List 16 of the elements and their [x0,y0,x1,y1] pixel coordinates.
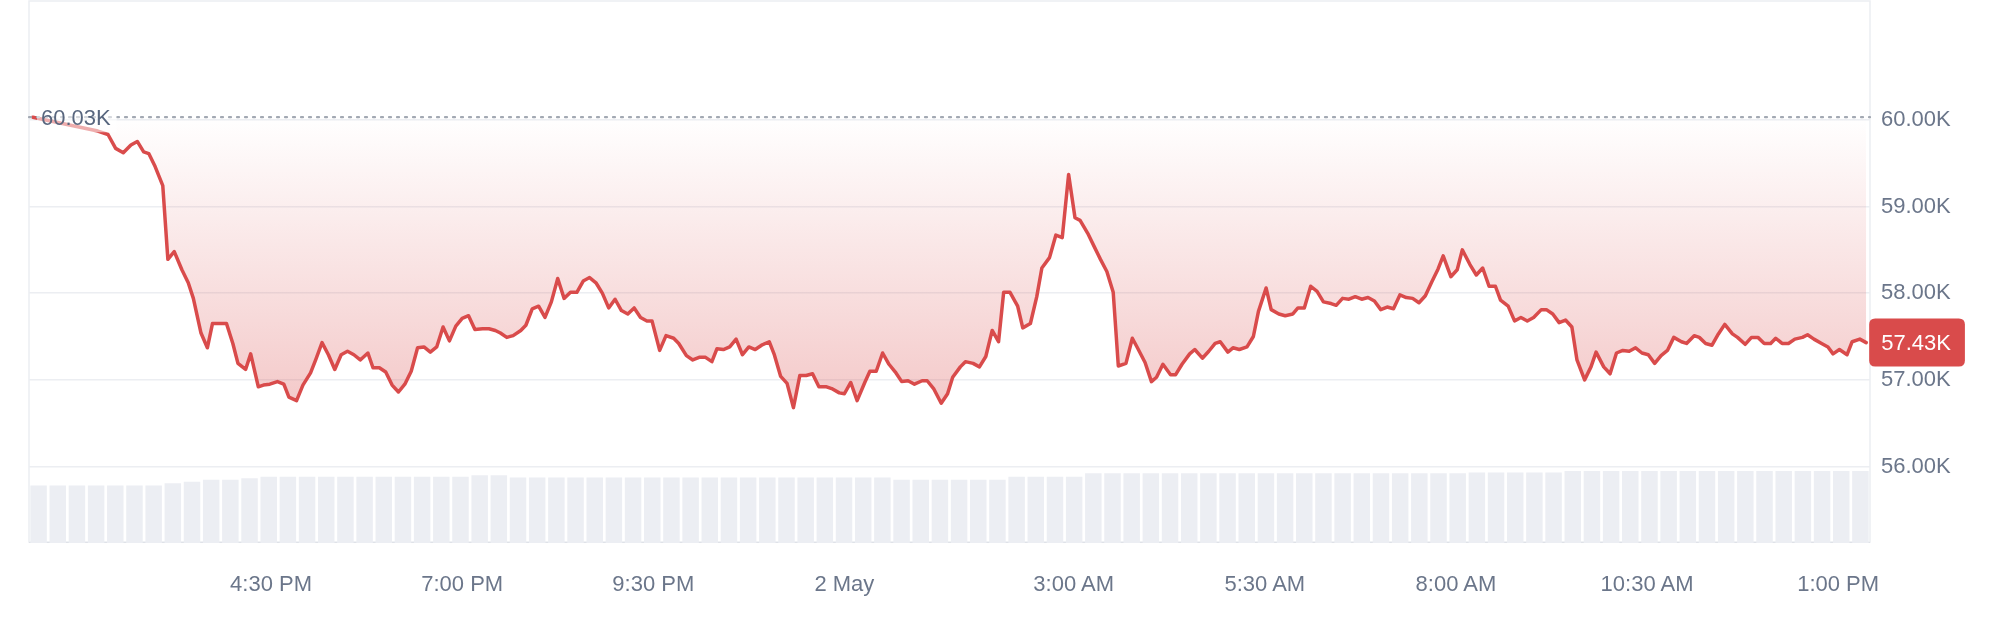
x-tick-label: 9:30 PM [612,571,695,597]
y-tick-label: 59.00K [1881,192,1952,218]
x-tick-label: 10:30 AM [1600,571,1694,597]
x-tick-label: 5:30 AM [1224,571,1306,597]
ref-line-label: 60.03K [41,105,112,131]
data-label: 57.43K [1881,329,1952,355]
y-tick-label: 57.00K [1881,365,1952,391]
x-tick-label: 2 May [814,571,875,597]
x-tick-label: 4:30 PM [230,571,313,597]
x-tick-label: 1:00 PM [1797,571,1880,597]
x-tick-label: 3:00 AM [1033,571,1115,597]
x-tick-label: 8:00 AM [1415,571,1497,597]
y-tick-label: 60.00K [1881,105,1952,131]
y-tick-label: 58.00K [1881,279,1952,305]
y-tick-label: 56.00K [1881,452,1952,478]
x-tick-label: 7:00 PM [421,571,504,597]
